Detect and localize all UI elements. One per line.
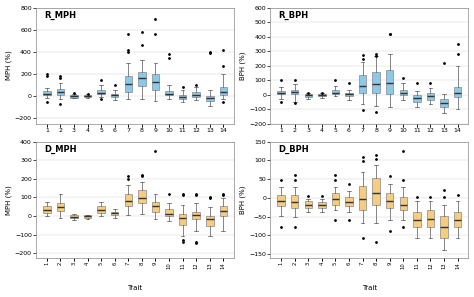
PathPatch shape — [332, 193, 339, 205]
X-axis label: Trait: Trait — [362, 285, 377, 291]
PathPatch shape — [179, 214, 186, 225]
PathPatch shape — [111, 94, 118, 97]
PathPatch shape — [152, 202, 159, 212]
PathPatch shape — [84, 215, 91, 218]
PathPatch shape — [318, 202, 326, 208]
Text: D_MPH: D_MPH — [44, 145, 76, 154]
PathPatch shape — [43, 206, 51, 213]
PathPatch shape — [206, 96, 213, 101]
PathPatch shape — [277, 195, 285, 206]
PathPatch shape — [413, 95, 420, 102]
PathPatch shape — [386, 70, 393, 94]
PathPatch shape — [125, 76, 132, 92]
PathPatch shape — [359, 186, 366, 210]
PathPatch shape — [345, 93, 353, 96]
Y-axis label: MPH (%): MPH (%) — [6, 51, 12, 80]
PathPatch shape — [332, 90, 339, 94]
PathPatch shape — [125, 194, 132, 206]
PathPatch shape — [400, 197, 407, 210]
PathPatch shape — [206, 217, 213, 226]
PathPatch shape — [304, 94, 312, 97]
PathPatch shape — [454, 212, 461, 227]
PathPatch shape — [165, 209, 173, 217]
PathPatch shape — [219, 206, 227, 217]
PathPatch shape — [427, 93, 434, 100]
PathPatch shape — [277, 91, 285, 94]
PathPatch shape — [111, 211, 118, 215]
PathPatch shape — [98, 90, 105, 94]
PathPatch shape — [318, 94, 326, 96]
PathPatch shape — [192, 92, 200, 97]
PathPatch shape — [98, 206, 105, 213]
PathPatch shape — [70, 215, 78, 218]
PathPatch shape — [152, 74, 159, 90]
PathPatch shape — [43, 91, 51, 95]
PathPatch shape — [440, 99, 448, 108]
PathPatch shape — [373, 178, 380, 205]
Y-axis label: BPH (%): BPH (%) — [240, 186, 246, 214]
Text: D_BPH: D_BPH — [278, 145, 309, 154]
PathPatch shape — [400, 90, 407, 95]
PathPatch shape — [70, 95, 78, 97]
PathPatch shape — [373, 72, 380, 93]
Text: R_BPH: R_BPH — [278, 11, 308, 20]
PathPatch shape — [345, 197, 353, 206]
PathPatch shape — [57, 89, 64, 95]
PathPatch shape — [84, 95, 91, 97]
PathPatch shape — [440, 216, 448, 238]
PathPatch shape — [359, 75, 366, 93]
X-axis label: Trait: Trait — [128, 285, 143, 291]
PathPatch shape — [304, 201, 312, 208]
PathPatch shape — [192, 211, 200, 219]
PathPatch shape — [165, 91, 173, 95]
PathPatch shape — [454, 87, 461, 97]
PathPatch shape — [386, 193, 393, 208]
Y-axis label: MPH (%): MPH (%) — [6, 185, 12, 215]
PathPatch shape — [291, 195, 299, 208]
Y-axis label: BPH (%): BPH (%) — [240, 51, 246, 80]
PathPatch shape — [138, 190, 146, 203]
PathPatch shape — [57, 203, 64, 211]
PathPatch shape — [179, 95, 186, 99]
PathPatch shape — [413, 212, 420, 227]
PathPatch shape — [138, 72, 146, 86]
PathPatch shape — [219, 87, 227, 95]
PathPatch shape — [427, 210, 434, 227]
Text: R_MPH: R_MPH — [44, 11, 76, 20]
PathPatch shape — [291, 90, 299, 94]
